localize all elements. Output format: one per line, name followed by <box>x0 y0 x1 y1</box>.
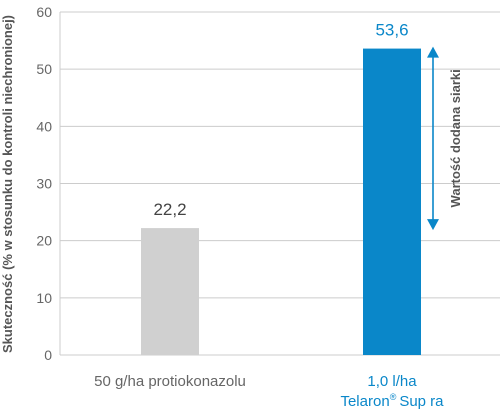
y-axis-ticks: 0 10 20 30 40 50 60 <box>36 4 52 363</box>
category-sublabel: Telaron® Sup ra <box>340 392 444 410</box>
annotation-arrow <box>427 46 439 231</box>
y-tick-label: 40 <box>36 118 52 134</box>
y-tick-label: 20 <box>36 233 52 249</box>
y-tick-label: 60 <box>36 4 52 20</box>
bar-1 <box>141 228 199 355</box>
arrow-head-down <box>427 219 439 231</box>
arrow-head-up <box>427 46 439 58</box>
bars <box>141 48 421 355</box>
annotation-label: Wartość dodana siarki <box>448 69 463 207</box>
y-axis-label: Skuteczność (% w stosunku do kontroli ni… <box>0 15 15 353</box>
data-label: 53,6 <box>375 21 408 40</box>
bar-2 <box>363 48 421 355</box>
y-tick-label: 0 <box>44 347 52 363</box>
y-tick-label: 50 <box>36 61 52 77</box>
gridlines <box>59 11 500 356</box>
category-label: 50 g/ha protiokonazolu <box>94 373 246 390</box>
category-label: 1,0 l/ha <box>367 373 417 390</box>
category-labels: 50 g/ha protiokonazolu 1,0 l/ha Telaron® Su… <box>94 373 444 410</box>
data-label: 22,2 <box>153 200 186 219</box>
y-tick-label: 30 <box>36 176 52 192</box>
data-labels: 22,2 53,6 <box>153 21 408 220</box>
y-tick-label: 10 <box>36 290 52 306</box>
